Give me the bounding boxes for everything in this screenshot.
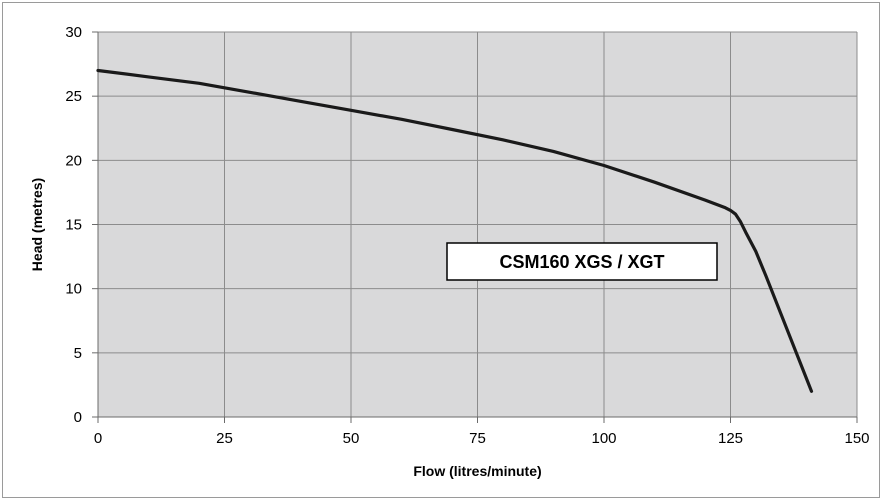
axes bbox=[92, 31, 858, 423]
x-tick-label: 75 bbox=[469, 430, 486, 447]
annotation-box bbox=[446, 242, 718, 281]
annotation-label: CSM160 XGS / XGT bbox=[499, 252, 664, 272]
y-tick-label: 10 bbox=[65, 281, 82, 298]
y-tick-labels: 0 5 10 15 20 25 30 bbox=[65, 24, 82, 426]
annotation: CSM160 XGS / XGT bbox=[446, 242, 718, 281]
y-tick-label: 0 bbox=[74, 409, 82, 426]
y-tick-label: 30 bbox=[65, 24, 82, 41]
y-tick-label: 5 bbox=[74, 345, 82, 362]
x-tick-label: 50 bbox=[343, 430, 360, 447]
series-line bbox=[96, 68, 814, 393]
x-tick-labels: 0 25 50 75 100 125 150 bbox=[94, 430, 870, 447]
y-tick-label: 25 bbox=[65, 88, 82, 105]
x-tick-label: 100 bbox=[591, 430, 616, 447]
x-axis-label: Flow (litres/minute) bbox=[413, 463, 541, 479]
y-axis-label: Head (metres) bbox=[29, 178, 45, 271]
x-tick-label: 0 bbox=[94, 430, 102, 447]
x-tick-label: 25 bbox=[216, 430, 233, 447]
y-tick-label: 15 bbox=[65, 217, 82, 234]
x-tick-label: 125 bbox=[718, 430, 743, 447]
y-tick-label: 20 bbox=[65, 152, 82, 169]
x-tick-label: 150 bbox=[844, 430, 869, 447]
series bbox=[96, 68, 814, 393]
grid bbox=[98, 31, 858, 417]
